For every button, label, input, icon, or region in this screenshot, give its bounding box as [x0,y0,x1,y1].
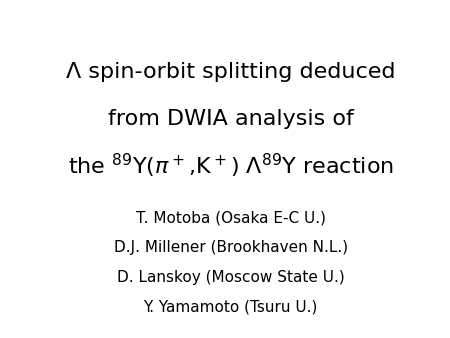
Text: from DWIA analysis of: from DWIA analysis of [108,108,354,129]
Text: T. Motoba (Osaka E-C U.): T. Motoba (Osaka E-C U.) [135,210,326,225]
Text: Y. Yamamoto (Tsuru U.): Y. Yamamoto (Tsuru U.) [144,300,318,315]
Text: D. Lanskoy (Moscow State U.): D. Lanskoy (Moscow State U.) [117,270,345,285]
Text: D.J. Millener (Brookhaven N.L.): D.J. Millener (Brookhaven N.L.) [113,240,348,255]
Text: the $^{89}$Y($\pi^+$,K$^+$) $\Lambda^{89}$Y reaction: the $^{89}$Y($\pi^+$,K$^+$) $\Lambda^{89… [68,151,394,179]
Text: Λ spin-orbit splitting deduced: Λ spin-orbit splitting deduced [66,62,396,82]
